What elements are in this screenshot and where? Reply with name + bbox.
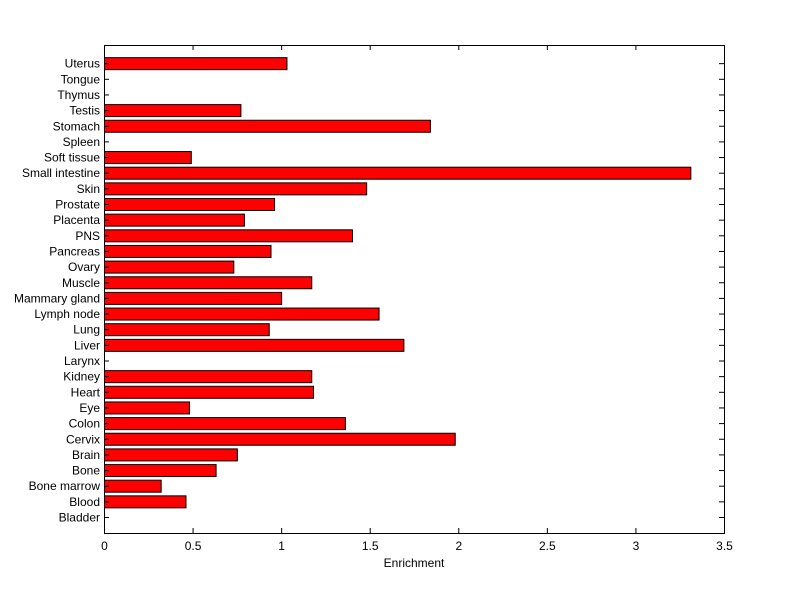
y-tick-label: Liver: [74, 338, 100, 352]
x-tick-label: 1: [278, 539, 285, 553]
bar-lung: [104, 323, 270, 337]
bar-cervix: [104, 432, 456, 446]
y-tick-label: Larynx: [64, 354, 100, 368]
x-axis-title: Enrichment: [384, 556, 445, 570]
bar-brain: [104, 448, 238, 462]
y-tick-label: Bladder: [59, 511, 100, 525]
bar-prostate: [104, 198, 276, 211]
bar-uterus: [104, 57, 288, 71]
bar-soft-tissue: [104, 151, 192, 165]
bar-heart: [104, 385, 315, 399]
bar-bone: [104, 464, 217, 478]
bar-kidney: [104, 370, 313, 384]
y-tick-label: Spleen: [63, 135, 100, 149]
x-tick-label: 3.5: [716, 539, 733, 553]
bar-blood: [104, 495, 187, 509]
y-tick-label: Small intestine: [22, 166, 100, 180]
bar-bone-marrow: [104, 479, 162, 493]
y-tick-label: Cervix: [66, 432, 100, 446]
y-tick-label: Lung: [73, 323, 100, 337]
bar-pns: [104, 229, 353, 243]
x-tick-label: 0.5: [185, 539, 202, 553]
x-ticks-group: 0 0.5 1 1.5 2 2.5 3 3.5: [101, 45, 733, 553]
bar-muscle: [104, 276, 313, 290]
bar-colon: [104, 417, 346, 431]
y-tick-label: Heart: [71, 385, 101, 399]
bar-stomach: [104, 119, 431, 133]
y-tick-label: Brain: [72, 448, 100, 462]
y-tick-label: Skin: [77, 182, 100, 196]
y-tick-label: Eye: [79, 401, 100, 415]
y-tick-label: Soft tissue: [44, 151, 100, 165]
y-tick-label: Stomach: [53, 119, 100, 133]
x-tick-label: 0: [101, 539, 108, 553]
bar-liver: [104, 338, 405, 352]
y-tick-label: Prostate: [55, 198, 100, 212]
y-tick-label: Bone: [72, 464, 100, 478]
y-tick-label: Colon: [69, 417, 100, 431]
y-tick-label: Ovary: [68, 260, 100, 274]
y-tick-label: Kidney: [63, 370, 100, 384]
plot-frame: [104, 45, 725, 534]
bar-placenta: [104, 213, 245, 227]
y-tick-label: Lymph node: [34, 307, 100, 321]
y-tick-label: PNS: [75, 229, 100, 243]
x-tick-label: 2: [455, 539, 462, 553]
bar-skin: [104, 182, 368, 196]
y-tick-label: Placenta: [53, 213, 100, 227]
bar-mammary-gland: [104, 291, 283, 305]
y-tick-label: Pancreas: [49, 244, 100, 258]
y-tick-label: Blood: [69, 495, 100, 509]
bar-lymph-node: [104, 307, 380, 321]
bar-ovary: [104, 260, 235, 274]
bar-small-intestine: [104, 166, 692, 180]
bar-eye: [104, 401, 191, 415]
x-tick-label: 2.5: [539, 539, 556, 553]
x-tick-label: 3: [633, 539, 640, 553]
y-tick-label: Tongue: [61, 72, 101, 86]
y-tick-label: Mammary gland: [14, 291, 100, 305]
y-tick-label: Testis: [69, 104, 100, 118]
y-tick-label: Muscle: [62, 276, 100, 290]
y-tick-label: Bone marrow: [29, 479, 101, 493]
bar-testis: [104, 104, 242, 118]
y-tick-label: Thymus: [57, 88, 100, 102]
x-tick-label: 1.5: [362, 539, 379, 553]
y-tick-label: Uterus: [65, 57, 100, 71]
bar-pancreas: [104, 244, 272, 258]
